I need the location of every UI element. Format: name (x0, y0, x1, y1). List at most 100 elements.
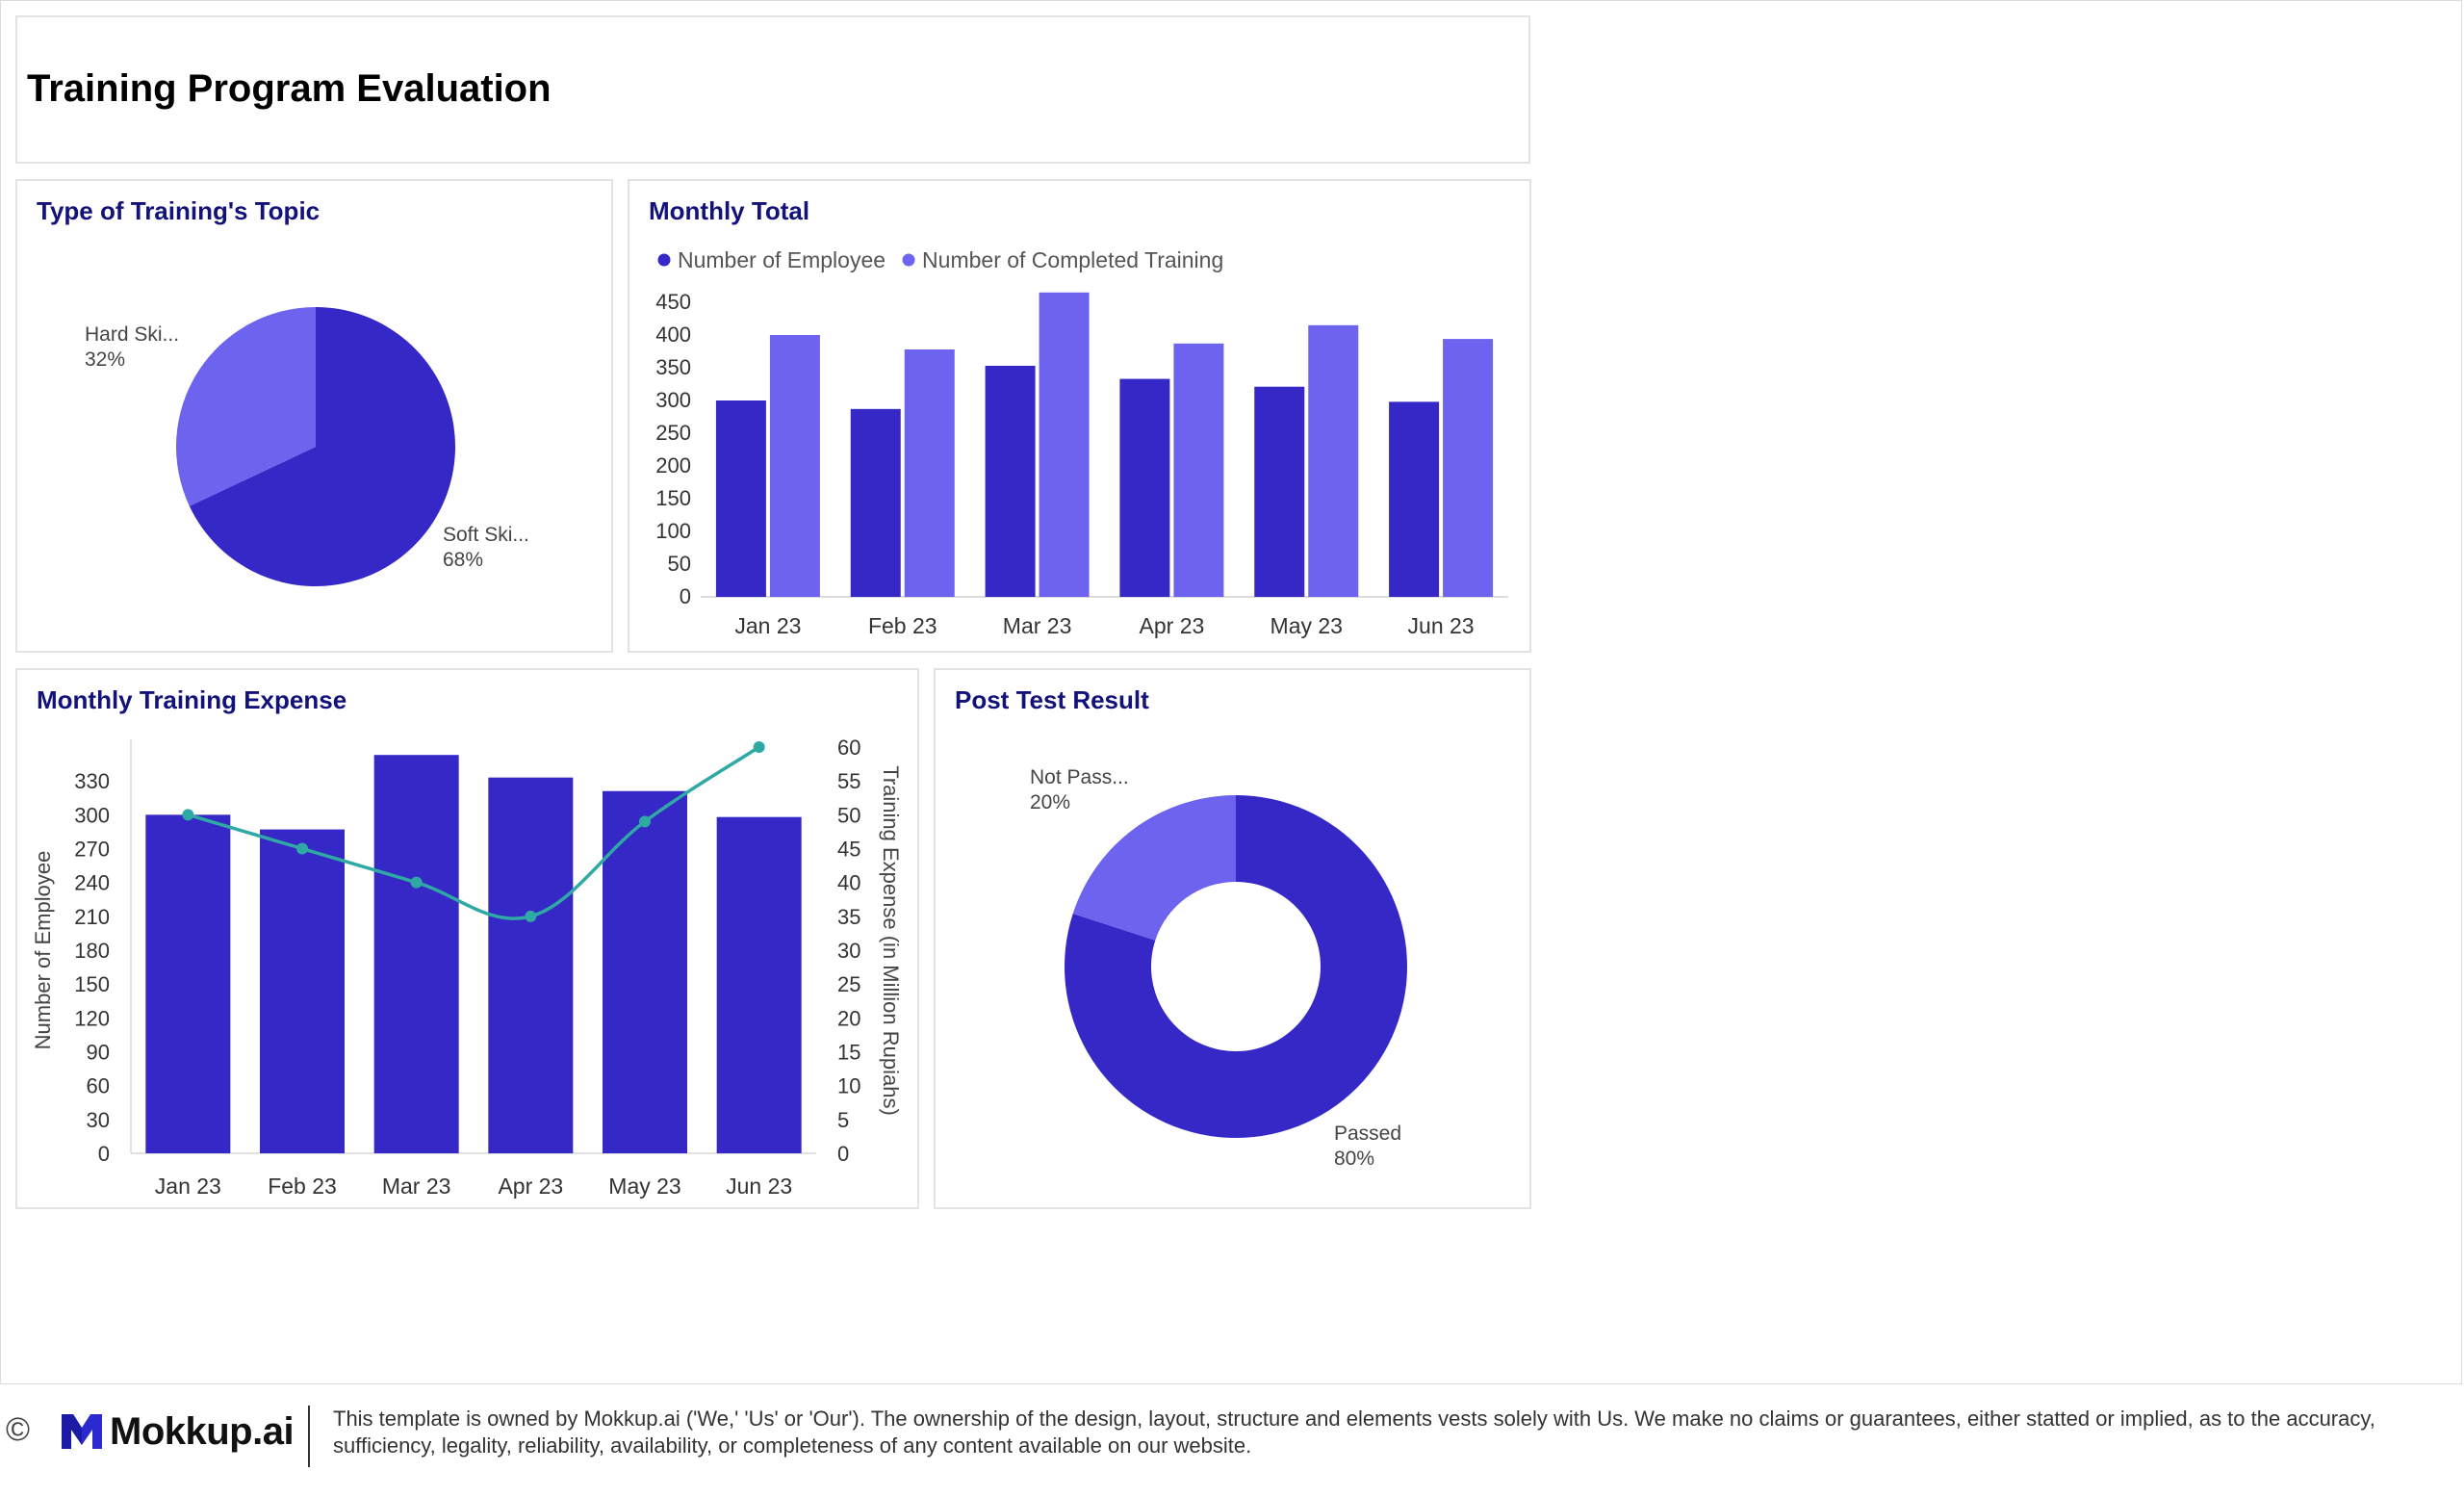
pie-label-not-pass: Not Pass... (1030, 766, 1129, 788)
x-tick-label: Mar 23 (1003, 613, 1072, 638)
footer: © Mokkup.ai This template is owned by Mo… (0, 1384, 2464, 1497)
y-tick-label-right: 60 (837, 736, 860, 760)
y-axis-title-right: Training Expense (in Million Rupiahs) (879, 765, 903, 1116)
expense-point-mar-23 (410, 876, 423, 889)
y-tick-label: 250 (655, 421, 691, 445)
pie-percent-soft-ski: 68% (443, 549, 483, 571)
y-tick-label-right: 25 (837, 972, 860, 996)
topic-pie-chart: Soft Ski... 68% Hard Ski...32% (85, 307, 529, 586)
bar-number-of-employee-feb-23 (850, 408, 901, 597)
mokkup-logo[interactable]: Mokkup.ai (60, 1407, 295, 1456)
x-tick-label: Apr 23 (1140, 613, 1205, 638)
pie-slice-soft-ski (189, 307, 455, 586)
pie-slice-passed (1065, 795, 1407, 1138)
y-tick-label: 450 (655, 290, 691, 314)
legend-label: Number of Employee (678, 247, 886, 272)
legend-item-number-of-employee: Number of Employee (657, 247, 886, 272)
bar-number-of-completed-training-feb-23 (904, 348, 955, 597)
logo-text: Mokkup.ai (110, 1409, 295, 1453)
bar-number-of-employee-may-23 (1254, 386, 1305, 597)
x-tick-label: May 23 (608, 1174, 680, 1199)
x-tick-label: Apr 23 (498, 1174, 563, 1199)
y-tick-label: 100 (655, 519, 691, 543)
y-tick-label: 150 (655, 486, 691, 510)
post-test-donut-chart: Passed 80% Not Pass... 20% (1030, 766, 1407, 1170)
bar-mar-23 (373, 755, 459, 1153)
y-tick-label-left: 90 (87, 1041, 110, 1065)
x-tick-label: Mar 23 (382, 1174, 451, 1199)
x-tick-label: Feb 23 (268, 1174, 337, 1199)
legend-label: Number of Completed Training (922, 247, 1223, 272)
mokkup-logo-icon (62, 1414, 102, 1449)
pie-slice-not-pass (1072, 795, 1236, 941)
bar-number-of-completed-training-may-23 (1308, 324, 1359, 597)
y-tick-label-left: 120 (74, 1006, 110, 1030)
pie-slice-hard-ski (175, 307, 316, 506)
pie-percent-hard-ski: 32% (85, 348, 125, 371)
expense-point-may-23 (639, 815, 651, 828)
y-tick-label-right: 50 (837, 803, 860, 827)
y-tick-label-left: 0 (98, 1142, 110, 1166)
expense-point-jan-23 (182, 809, 194, 821)
footer-divider (308, 1406, 310, 1467)
bar-apr-23 (488, 777, 574, 1153)
bar-number-of-employee-jun-23 (1389, 401, 1440, 597)
bar-jan-23 (145, 814, 231, 1153)
y-tick-label-right: 45 (837, 838, 860, 862)
post-test-title: Post Test Result (955, 685, 1149, 714)
x-tick-label: Jan 23 (155, 1174, 221, 1199)
post-test-card: Post Test Result Passed 80% Not Pass... 20% (934, 668, 1531, 1209)
monthly-total-title: Monthly Total (649, 196, 810, 225)
bar-number-of-completed-training-jun-23 (1443, 339, 1494, 597)
expense-point-feb-23 (296, 842, 308, 855)
y-tick-label-right: 40 (837, 871, 860, 895)
bar-number-of-completed-training-apr-23 (1173, 343, 1224, 597)
copyright-symbol: © (6, 1411, 31, 1448)
y-tick-label: 50 (668, 552, 691, 576)
legend-item-number-of-completed-training: Number of Completed Training (902, 247, 1223, 272)
bar-number-of-employee-jan-23 (715, 400, 766, 597)
y-tick-label-left: 270 (74, 838, 110, 862)
y-tick-label: 300 (655, 388, 691, 412)
y-tick-label-left: 330 (74, 769, 110, 793)
expense-chart-title: Monthly Training Expense (37, 685, 347, 714)
monthly-total-card: Monthly Total Number of Employee Number o… (628, 179, 1531, 653)
y-tick-label-right: 35 (837, 905, 860, 929)
y-tick-label-right: 10 (837, 1074, 860, 1098)
disclaimer-line-2: sufficiency, legality, reliability, avai… (333, 1433, 1252, 1458)
expense-point-apr-23 (525, 910, 537, 922)
expense-point-jun-23 (753, 741, 765, 753)
bar-feb-23 (260, 829, 345, 1153)
expense-card: Monthly Training Expense 0 30 60 90 120 150 18… (15, 668, 919, 1209)
legend-marker (657, 253, 671, 267)
y-tick-label-right: 15 (837, 1041, 860, 1065)
pie-percent-passed: 80% (1334, 1148, 1374, 1170)
x-tick-label: Feb 23 (868, 613, 937, 638)
pie-percent-not-pass: 20% (1030, 791, 1070, 813)
pie-label-soft-ski: Soft Ski... (443, 524, 529, 546)
y-tick-label: 350 (655, 355, 691, 379)
dashboard-frame (0, 0, 2462, 1384)
bar-number-of-employee-apr-23 (1119, 378, 1170, 597)
y-tick-label-right: 0 (837, 1142, 849, 1166)
y-tick-label-right: 30 (837, 939, 860, 963)
x-tick-label: Jan 23 (734, 613, 801, 638)
y-tick-label-left: 150 (74, 972, 110, 996)
bar-jun-23 (716, 816, 802, 1153)
y-tick-label-right: 20 (837, 1006, 860, 1030)
x-tick-label: Jun 23 (726, 1174, 792, 1199)
y-tick-label: 400 (655, 323, 691, 347)
title-card: Training Program Evaluation (15, 15, 1530, 164)
y-tick-label-right: 55 (837, 769, 860, 793)
topic-card: Type of Training's Topic Soft Ski... 68% H… (15, 179, 613, 653)
pie-label-hard-ski: Hard Ski... (85, 323, 179, 346)
y-tick-label-left: 180 (74, 939, 110, 963)
expense-combo-chart: 0 30 60 90 120 150 180 210 240 270 300 330 0 5 10 15 20 2… (31, 736, 903, 1199)
bar-number-of-employee-mar-23 (985, 365, 1036, 597)
y-tick-label: 0 (680, 584, 691, 608)
expense-line (187, 745, 760, 920)
disclaimer-line-1: This template is owned by Mokkup.ai ('We… (333, 1407, 2375, 1431)
y-tick-label-left: 60 (87, 1074, 110, 1098)
y-tick-label-left: 240 (74, 871, 110, 895)
y-tick-label-left: 30 (87, 1108, 110, 1132)
